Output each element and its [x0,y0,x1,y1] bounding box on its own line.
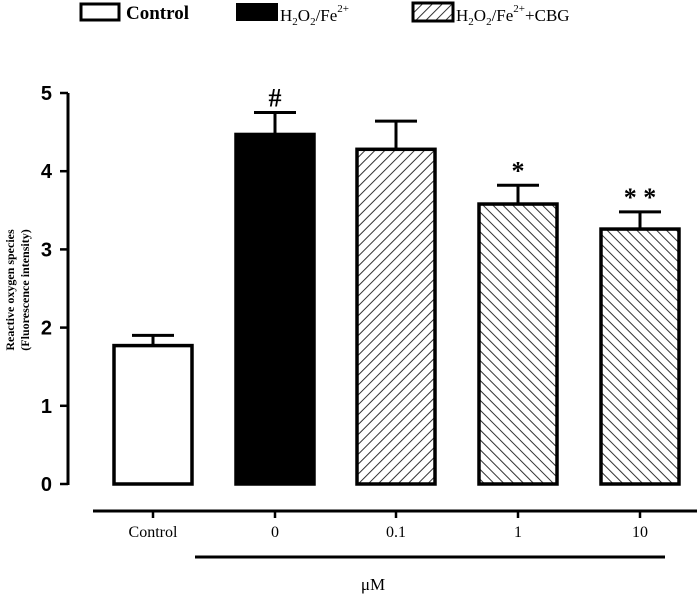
significance-marker: * [512,156,525,185]
y-tick-label: 5 [41,83,52,105]
x-tick-label: 1 [514,524,522,541]
significance-marker: # [269,84,282,113]
legend-label-h2o2: H2O2/Fe2+ [280,3,349,28]
x-tick-label: 0 [271,524,279,541]
bar-0 [234,132,316,486]
y-tick-label: 3 [41,239,52,261]
x-tick-label: 0.1 [386,524,406,541]
legend-swatch-h2o2 [236,3,278,21]
legend-swatch-control [79,2,121,22]
y-axis-label-line1: Reactive oxygen species [3,229,17,351]
bars: # * * * [112,84,681,486]
bar-0.1 [355,147,437,486]
legend-label-h2o2-cbg: H2O2/Fe2++CBG [456,3,570,28]
legend-swatch-h2o2-cbg [411,1,455,23]
x-tick-label: Control [129,524,178,541]
significance-marker: * * [624,183,657,212]
y-tick-label: 2 [41,318,52,340]
x-axis-ticks: Control 0 0.1 1 10 [129,511,648,541]
bar-1 [477,202,559,486]
y-tick-label: 4 [41,161,53,183]
bar-10 [599,227,681,486]
legend: Control H2O2/Fe2+ H2O2/Fe2++CBG [79,1,570,28]
legend-label-control: Control [126,3,189,24]
y-axis-label-line2: (Fluorescence intensity) [18,229,32,350]
y-axis-label: Reactive oxygen species (Fluorescence in… [3,229,32,351]
y-tick-label: 1 [41,396,52,418]
x-tick-label: 10 [632,524,648,541]
x-axis-label: μM [361,575,385,594]
y-axis-ticks: 0 1 2 3 4 5 [41,83,68,496]
bar-Control [112,343,194,486]
y-tick-label: 0 [41,474,52,496]
